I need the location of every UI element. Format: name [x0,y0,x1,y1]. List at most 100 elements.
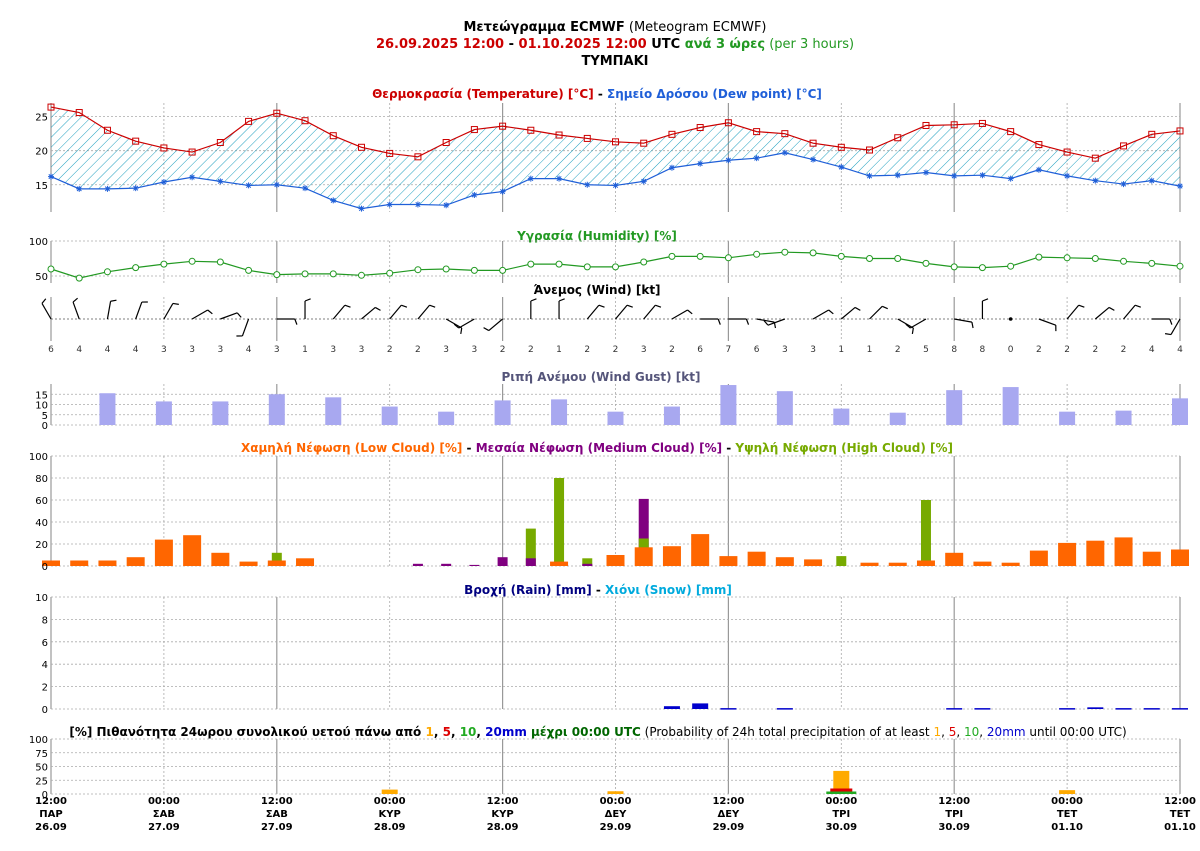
temperature-point [612,138,619,146]
low-cloud-bar [719,556,738,566]
time-axis-label: 12:00 [1164,796,1196,807]
time-axis-label: 12:00 [261,796,293,807]
time-axis-label: ΤΡΙ [832,809,850,820]
wind-speed-label: 3 [443,345,449,355]
ytick-prob: 50 [35,763,48,774]
humidity-point [1007,262,1015,270]
dewpoint-point [1035,166,1042,173]
wind-speed-label: 2 [584,345,590,355]
humidity-point [668,252,676,260]
wind-title: Άνεμος (Wind) [kt] [533,283,660,297]
time-axis-label: 12:00 [487,796,519,807]
low-cloud-bar [1086,540,1105,566]
time-axis-label: 00:00 [600,796,632,807]
ytick-prob: 0 [42,790,48,801]
high-cloud-bar [582,558,593,566]
time-axis-label: ΔΕΥ [605,809,628,820]
time-axis-label: 29.09 [600,822,632,833]
dewpoint-point [76,185,83,192]
wind-speed-label: 1 [556,345,562,355]
humidity-point [442,265,450,273]
wind-barb-flag [483,327,490,332]
ytick-cloud: 40 [35,518,48,529]
temperature-point [978,119,986,127]
time-axis-label: ΣΑΒ [266,809,288,820]
low-cloud-bar [1029,550,1048,566]
gust-bar [663,406,680,425]
temperature-point [1063,148,1071,156]
humidity-point [950,263,958,271]
dewpoint-point [838,164,845,171]
ytick-rain: 8 [42,615,48,626]
wind-barb [1170,318,1181,335]
dewpoint-point [781,149,788,156]
wind-barb-flag [294,318,298,325]
header-line1: Μετεώγραμμα ECMWF (Meteogram ECMWF) [463,20,766,35]
ytick-rain: 10 [35,593,48,604]
temperature-point [301,117,309,125]
wind-speed-label: 3 [810,345,816,355]
humidity-title: Υγρασία (Humidity) [%] [516,229,677,243]
wind-barb [954,318,973,323]
low-cloud-bar [945,552,964,566]
ytick-prob: 75 [35,749,48,760]
time-axis-label: 26.09 [35,822,67,833]
temperature-point [357,143,365,151]
wind-barb [488,318,503,332]
time-axis-label: 00:00 [1051,796,1083,807]
dewpoint-point [640,178,647,185]
wind-barb [332,304,346,320]
dewpoint-point [1120,181,1127,188]
time-axis-label: ΠΑΡ [39,809,62,820]
dewpoint-point [584,181,591,188]
low-cloud-bar [747,551,766,566]
wind-barb-flag [453,323,460,329]
low-cloud-bar [296,558,315,566]
wind-speed-label: 2 [613,345,619,355]
ytick-gust: 15 [35,390,48,401]
time-axis-label: ΚΥΡ [379,809,401,820]
humidity-point [103,268,111,276]
wind-barb-flag [854,306,861,311]
high-cloud-bar [525,528,536,566]
low-cloud-bar [860,562,879,566]
ytick-gust: 0 [42,421,48,432]
wind-barb [1038,318,1056,326]
humidity-point [527,260,535,268]
temperature-point [781,130,789,138]
wind-speed-label: 3 [330,345,336,355]
low-cloud-bar [606,555,625,566]
wind-barb-flag [655,304,662,308]
low-cloud-bar [916,560,935,566]
humidity-point [160,260,168,268]
wind-barb [361,306,376,320]
wind-barb-flag [763,320,769,326]
wind-barb [417,304,430,320]
wind-calm [1008,317,1013,321]
dewpoint-point [273,181,280,188]
low-cloud-bar [211,552,230,566]
dewpoint-point [612,182,619,189]
dewpoint-point [697,160,704,167]
wind-barb [910,318,927,329]
wind-barb [840,306,856,320]
low-cloud-bar [1058,542,1077,566]
wind-speed-label: 3 [359,345,365,355]
dewpoint-point [189,174,196,181]
probability-title: [%] Πιθανότητα 24ωρου συνολικού υετού πά… [69,725,1126,739]
time-axis-label: 27.09 [261,822,293,833]
wind-speed-label: 2 [1036,345,1042,355]
temperature-point [696,124,704,132]
dewpoint-point [527,175,534,182]
time-axis-label: 01.10 [1164,822,1196,833]
humidity-point [499,266,507,274]
wind-speed-label: 4 [1149,345,1155,355]
dewpoint-point [922,169,929,176]
temperature-point [47,103,55,111]
wind-barb [671,309,688,320]
medium-cloud-bar [469,564,480,566]
wind-barb [163,303,174,320]
wind-barb-flag [429,304,436,308]
rain-bar [1115,708,1132,710]
humidity-point [47,265,55,273]
